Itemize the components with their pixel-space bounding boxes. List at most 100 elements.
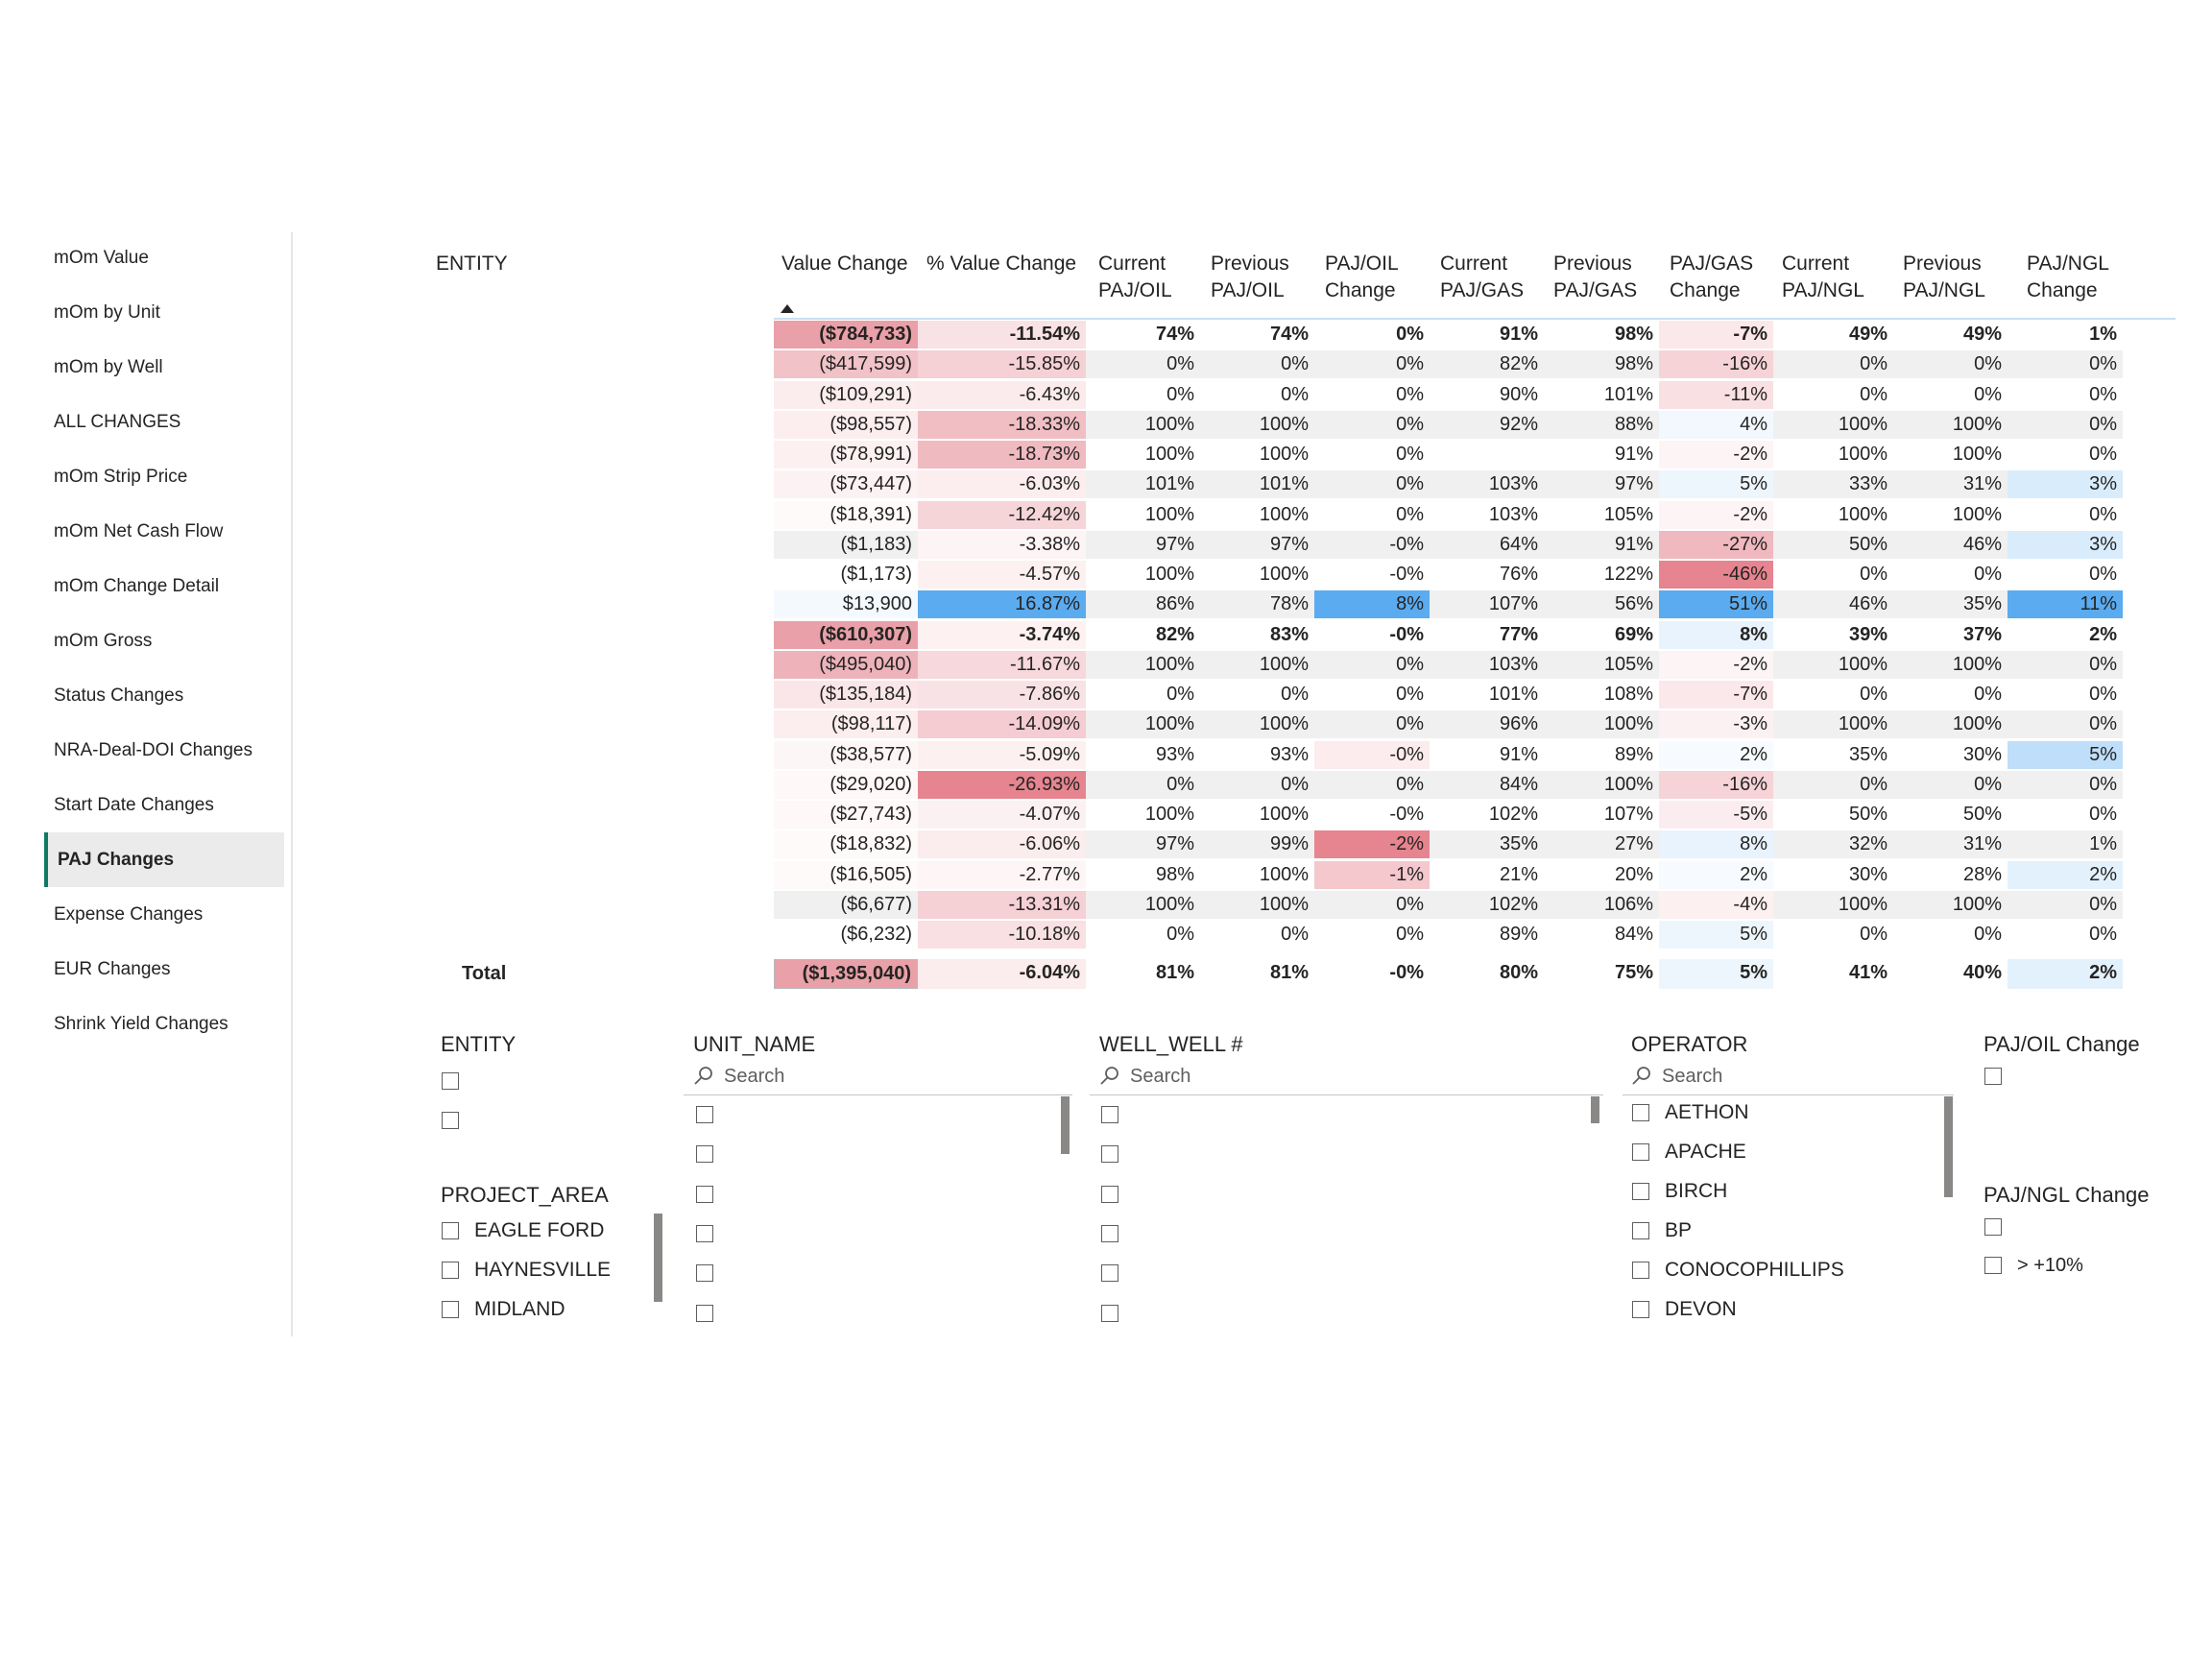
table-cell: 69% [1614,623,1653,645]
nav-item-mom-value[interactable]: mOm Value [54,247,149,268]
table-cell: -1% [1314,860,1430,889]
operator-checkbox[interactable] [1632,1222,1649,1239]
entity-checkbox[interactable] [442,1072,459,1090]
operator-checkbox[interactable] [1632,1143,1649,1161]
nav-item-mom-strip-price[interactable]: mOm Strip Price [54,466,188,487]
nav-item-all-changes[interactable]: ALL CHANGES [54,411,181,432]
table-cell: 0% [2008,770,2123,799]
matrix-header: ENTITY Value Change % Value Change Current… [428,245,2176,322]
well-checkbox[interactable] [1101,1225,1118,1242]
paj-ngl-change-checkbox[interactable] [1984,1218,2002,1236]
nav-item-mom-change-detail[interactable]: mOm Change Detail [54,575,220,596]
operator-scrollbar[interactable] [1944,1096,1953,1197]
table-cell: 1% [2089,324,2117,345]
entity-checkbox[interactable] [442,1112,459,1129]
unit-name-checkbox[interactable] [696,1145,713,1163]
well-checkbox[interactable] [1101,1186,1118,1203]
table-cell: 8% [1314,590,1430,619]
well-checkbox[interactable] [1101,1106,1118,1123]
table-cell: ($18,391) [774,500,918,529]
operator-option[interactable]: APACHE [1665,1141,1746,1163]
header-entity[interactable]: ENTITY [436,252,508,275]
nav-item-expense-changes[interactable]: Expense Changes [54,903,204,925]
sort-ascending-icon[interactable] [781,304,794,313]
unit-name-search[interactable]: Search [693,1064,784,1089]
table-cell: 100% [1259,503,1309,525]
well-scrollbar[interactable] [1591,1096,1599,1123]
unit-name-checkbox[interactable] [696,1225,713,1242]
column-header[interactable]: Current PAJ/NGL [1782,251,1864,304]
nav-item-mom-gross[interactable]: mOm Gross [54,630,153,651]
table-cell: 92% [1430,410,1544,439]
nav-item-mom-net-cash-flow[interactable]: mOm Net Cash Flow [54,520,224,541]
column-header[interactable]: Current PAJ/OIL [1098,251,1172,304]
total-cell: 40% [1962,962,2002,983]
total-label: Total [462,963,507,984]
table-cell: $13,900 [774,590,918,619]
operator-checkbox[interactable] [1632,1301,1649,1318]
column-header-line1: Current [1098,252,1166,275]
table-cell: 97% [1086,830,1200,859]
operator-option[interactable]: CONOCOPHILLIPS [1665,1259,1844,1281]
nav-item-shrink-yield-changes[interactable]: Shrink Yield Changes [54,1013,228,1034]
nav-item-mom-by-unit[interactable]: mOm by Unit [54,301,160,323]
project-area-option[interactable]: MIDLAND [474,1298,565,1320]
project-area-option[interactable]: EAGLE FORD [474,1219,605,1241]
well-checkbox[interactable] [1101,1145,1118,1163]
column-header[interactable]: Value Change [781,251,908,277]
well-checkbox[interactable] [1101,1305,1118,1322]
project-area-checkbox[interactable] [442,1222,459,1239]
operator-option[interactable]: BP [1665,1219,1693,1241]
operator-search[interactable]: Search [1631,1064,1722,1089]
nav-item-status-changes[interactable]: Status Changes [54,685,184,706]
table-cell: 2% [2089,623,2117,645]
column-header-line2: Change [2027,279,2098,301]
column-header[interactable]: PAJ/NGL Change [2027,251,2109,304]
table-cell: 100% [1086,410,1200,439]
nav-item-start-date-changes[interactable]: Start Date Changes [54,794,214,815]
nav-item-nra-deal-doi-changes[interactable]: NRA-Deal-DOI Changes [54,739,252,760]
project-area-checkbox[interactable] [442,1301,459,1318]
paj-oil-change-checkbox[interactable] [1984,1068,2002,1085]
well-search[interactable]: Search [1099,1064,1190,1089]
table-cell: 0% [2089,383,2117,405]
unit-name-checkbox[interactable] [696,1264,713,1282]
operator-checkbox[interactable] [1632,1183,1649,1200]
project-area-scrollbar[interactable] [654,1214,662,1302]
column-header[interactable]: PAJ/GAS Change [1670,251,1753,304]
nav-item-eur-changes[interactable]: EUR Changes [54,958,171,979]
paj-ngl-change-checkbox[interactable] [1984,1257,2002,1274]
table-cell: 0% [1314,350,1430,379]
table-cell: 93% [1269,743,1309,765]
total-cell: 5% [1659,959,1773,989]
nav-item-mom-by-well[interactable]: mOm by Well [54,356,163,377]
operator-option[interactable]: AETHON [1665,1101,1749,1123]
column-header[interactable]: PAJ/OIL Change [1325,251,1399,304]
unit-name-checkbox[interactable] [696,1106,713,1123]
unit-name-scrollbar[interactable] [1061,1096,1070,1154]
project-area-option[interactable]: HAYNESVILLE [474,1259,612,1281]
column-header[interactable]: Current PAJ/GAS [1440,251,1524,304]
column-header[interactable]: % Value Change [926,251,1076,277]
column-header[interactable]: Previous PAJ/NGL [1903,251,1985,304]
unit-name-checkbox[interactable] [696,1186,713,1203]
nav-item-paj-changes[interactable]: PAJ Changes [44,832,284,887]
total-cell: -6.04% [918,959,1086,989]
unit-name-checkbox[interactable] [696,1305,713,1322]
table-cell: ($29,020) [774,770,918,799]
table-cell: 101% [1200,470,1314,499]
total-cell: 2% [2008,959,2123,989]
operator-checkbox[interactable] [1632,1104,1649,1121]
column-header-line1: PAJ/OIL [1325,252,1399,275]
well-checkbox[interactable] [1101,1264,1118,1282]
operator-checkbox[interactable] [1632,1262,1649,1279]
column-header-line2: PAJ/GAS [1553,279,1638,301]
table-cell: 100% [1259,863,1309,885]
operator-option[interactable]: DEVON [1665,1298,1737,1320]
column-header[interactable]: Previous PAJ/GAS [1553,251,1637,304]
table-cell: 31% [1893,830,2008,859]
column-header[interactable]: Previous PAJ/OIL [1211,251,1289,304]
paj-ngl-change-option[interactable]: > +10% [2017,1255,2083,1276]
operator-option[interactable]: BIRCH [1665,1180,1728,1202]
project-area-checkbox[interactable] [442,1262,459,1279]
